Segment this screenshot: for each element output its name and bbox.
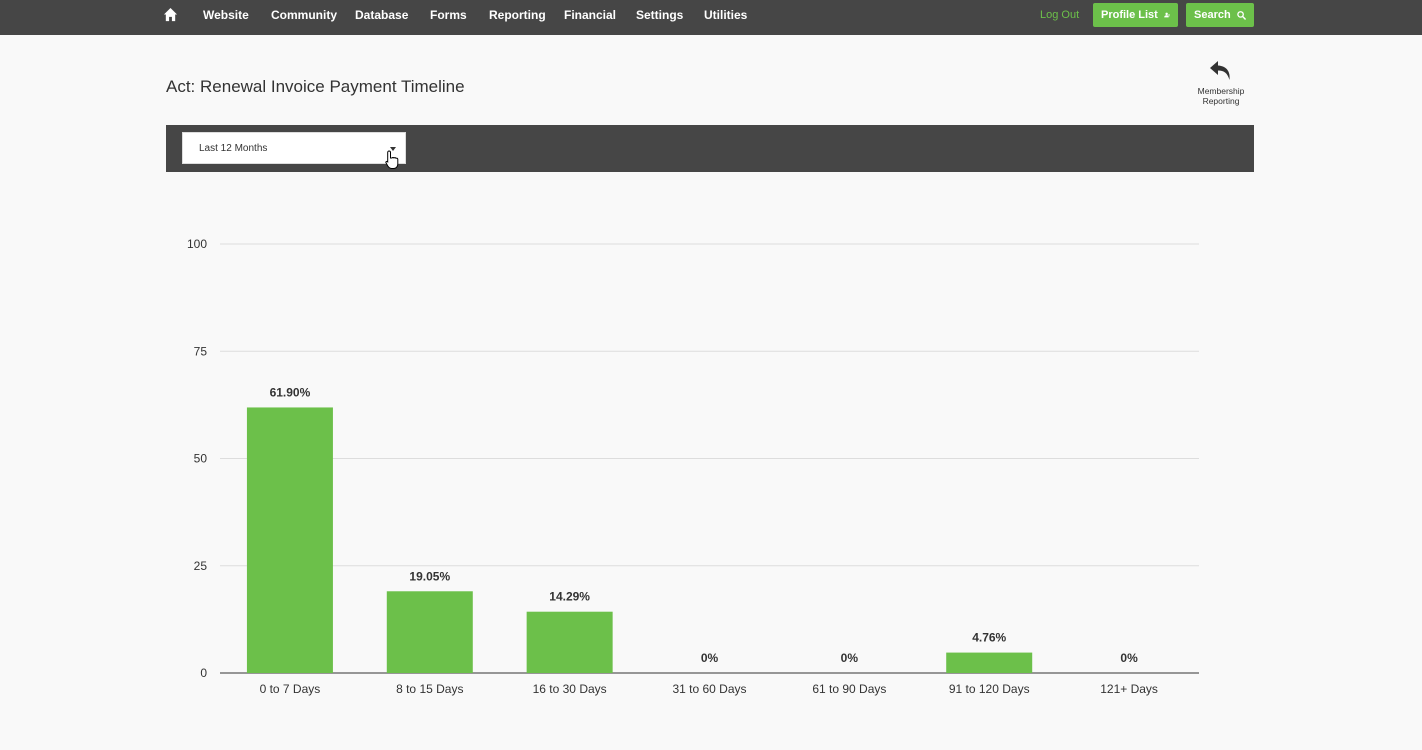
y-tick-label: 50 xyxy=(194,452,208,466)
data-label: 0% xyxy=(701,651,719,665)
bar[interactable] xyxy=(246,407,333,673)
y-tick-label: 25 xyxy=(194,559,208,573)
y-tick-label: 75 xyxy=(194,344,208,358)
x-tick-label: 0 to 7 Days xyxy=(260,682,321,696)
data-label: 14.29% xyxy=(549,590,590,604)
nav-financial[interactable]: Financial xyxy=(564,8,617,22)
user-list-icon xyxy=(1164,12,1170,18)
bar[interactable] xyxy=(946,652,1033,673)
y-tick-label: 100 xyxy=(187,237,207,251)
pointer-cursor-icon xyxy=(385,150,399,169)
nav-reporting[interactable]: Reporting xyxy=(489,8,546,22)
top-navigation: Website Community Database Forms Reporti… xyxy=(0,0,1422,35)
home-icon[interactable] xyxy=(163,7,178,22)
logout-link[interactable]: Log Out xyxy=(1040,9,1080,21)
bar[interactable] xyxy=(386,591,473,673)
date-range-select[interactable]: Last 12 Months xyxy=(182,132,406,164)
profile-list-button[interactable]: Profile List xyxy=(1093,3,1178,27)
x-tick-label: 91 to 120 Days xyxy=(949,682,1030,696)
data-label: 0% xyxy=(1120,651,1138,665)
x-tick-label: 8 to 15 Days xyxy=(396,682,463,696)
nav-settings[interactable]: Settings xyxy=(636,8,684,22)
data-label: 19.05% xyxy=(409,569,450,583)
y-tick-label: 0 xyxy=(200,666,207,680)
nav-utilities[interactable]: Utilities xyxy=(704,8,748,22)
filter-bar: Last 12 Months xyxy=(166,125,1254,172)
x-tick-label: 61 to 90 Days xyxy=(812,682,886,696)
search-label: Search xyxy=(1194,9,1231,21)
profile-list-label: Profile List xyxy=(1101,9,1158,21)
membership-reporting-link[interactable]: Membership Reporting xyxy=(1190,58,1252,106)
x-tick-label: 31 to 60 Days xyxy=(672,682,746,696)
nav-website[interactable]: Website xyxy=(203,8,249,22)
reply-arrow-icon xyxy=(1210,61,1230,80)
nav-database[interactable]: Database xyxy=(355,8,409,22)
nav-community[interactable]: Community xyxy=(271,8,337,22)
date-range-value: Last 12 Months xyxy=(199,143,268,154)
data-label: 0% xyxy=(841,651,859,665)
page-title: Act: Renewal Invoice Payment Timeline xyxy=(166,77,465,96)
data-label: 61.90% xyxy=(270,385,311,399)
bar[interactable] xyxy=(526,611,613,673)
search-icon xyxy=(1236,10,1246,20)
x-tick-label: 16 to 30 Days xyxy=(533,682,607,696)
membership-reporting-label: Membership Reporting xyxy=(1197,86,1245,106)
chevron-down-icon xyxy=(390,147,396,151)
data-label: 4.76% xyxy=(972,631,1006,645)
x-tick-label: 121+ Days xyxy=(1100,682,1158,696)
search-button[interactable]: Search xyxy=(1186,3,1254,27)
nav-forms[interactable]: Forms xyxy=(430,8,467,22)
